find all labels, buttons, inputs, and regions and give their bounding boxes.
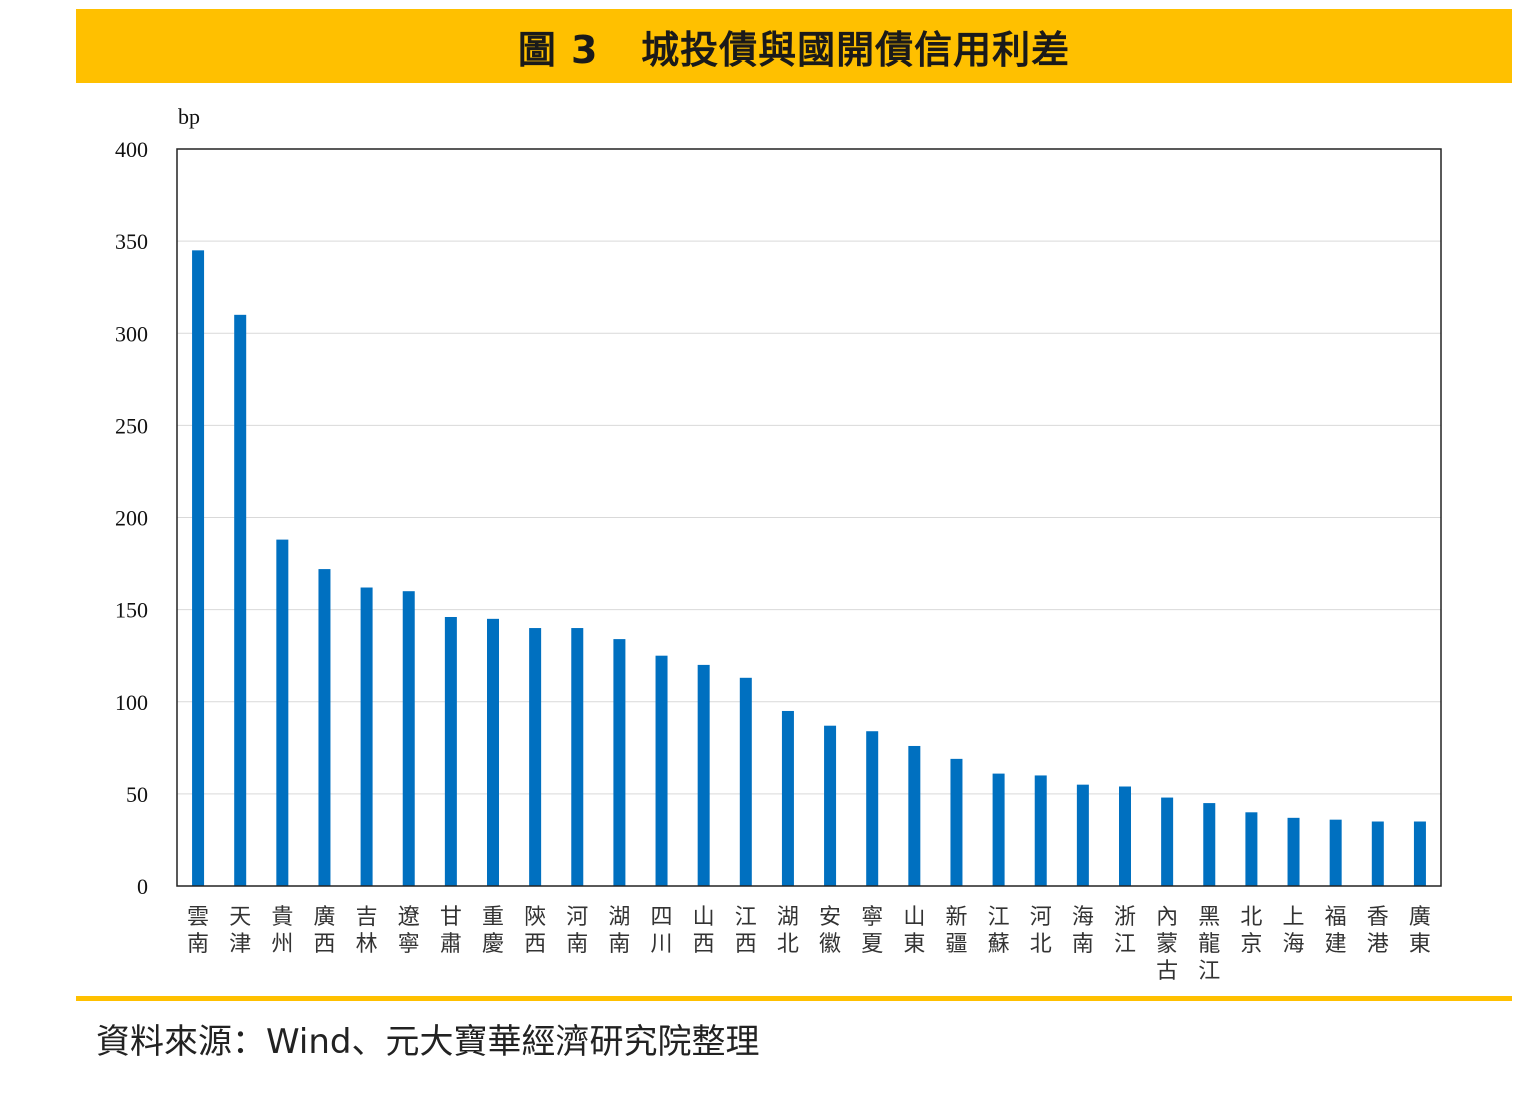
x-category-label: 廣東 bbox=[1409, 905, 1431, 957]
x-category-label: 上海 bbox=[1283, 905, 1305, 957]
bar bbox=[697, 664, 710, 886]
bar bbox=[781, 710, 794, 886]
x-category-label: 山東 bbox=[903, 905, 925, 957]
y-axis-label: bp bbox=[178, 104, 200, 129]
y-tick-label: 150 bbox=[115, 598, 148, 623]
x-category-label: 湖北 bbox=[777, 905, 799, 957]
x-category-label: 吉林 bbox=[356, 905, 378, 957]
source-note: 資料來源：Wind、元大寶華經濟研究院整理 bbox=[96, 1022, 760, 1062]
y-tick-label: 50 bbox=[126, 782, 148, 807]
y-tick-labels: 0 50 100 150 200 250 300 350 400 bbox=[115, 137, 148, 899]
x-category-label: 貴州 bbox=[271, 905, 293, 957]
x-category-label: 湖南 bbox=[608, 905, 630, 957]
x-category-label: 廣西 bbox=[313, 905, 335, 957]
bar bbox=[1161, 797, 1174, 886]
bar bbox=[950, 758, 963, 886]
x-category-label: 黑龍江 bbox=[1198, 905, 1220, 984]
bar bbox=[571, 628, 584, 886]
bar bbox=[487, 618, 499, 886]
x-category-label: 天津 bbox=[229, 905, 251, 957]
bar bbox=[529, 628, 542, 886]
x-category-label: 重慶 bbox=[482, 905, 504, 957]
bar bbox=[1034, 775, 1047, 886]
bar-chart: 0 50 100 150 200 250 300 350 400 雲南天津貴州廣西吉林遼寧甘肅重… bbox=[115, 104, 1442, 984]
bar bbox=[402, 591, 415, 886]
bar bbox=[739, 677, 752, 886]
gridlines bbox=[177, 240, 1441, 795]
bottom-rule bbox=[76, 996, 1512, 1001]
bar bbox=[360, 587, 373, 886]
bar bbox=[908, 745, 921, 886]
x-category-label: 內蒙古 bbox=[1156, 905, 1178, 984]
bar bbox=[1119, 786, 1131, 886]
y-tick-label: 400 bbox=[115, 137, 148, 162]
bar bbox=[613, 639, 626, 886]
bar bbox=[992, 773, 1005, 886]
chart-title: 圖 3 城投債與國開債信用利差 bbox=[517, 27, 1071, 72]
bar bbox=[1287, 817, 1300, 886]
x-category-label: 江西 bbox=[735, 905, 757, 957]
y-tick-label: 100 bbox=[115, 690, 148, 715]
x-category-label: 雲南 bbox=[187, 905, 209, 957]
bar bbox=[318, 569, 331, 886]
bar bbox=[1076, 784, 1089, 886]
x-category-label: 香港 bbox=[1367, 905, 1389, 957]
bar bbox=[192, 250, 205, 886]
plot-frame bbox=[176, 148, 1442, 887]
x-category-label: 北京 bbox=[1240, 905, 1262, 957]
y-tick-label: 250 bbox=[115, 413, 148, 438]
x-category-label: 陝西 bbox=[524, 905, 546, 957]
x-category-label: 海南 bbox=[1072, 905, 1094, 957]
y-tick-label: 350 bbox=[115, 229, 148, 254]
bar bbox=[1413, 821, 1426, 886]
x-category-label: 新疆 bbox=[945, 905, 967, 957]
x-category-label: 河北 bbox=[1030, 905, 1052, 957]
x-category-label: 遼寧 bbox=[398, 905, 420, 957]
y-tick-label: 200 bbox=[115, 506, 148, 531]
title-band: 圖 3 城投債與國開債信用利差 bbox=[76, 9, 1512, 83]
x-category-labels: 雲南天津貴州廣西吉林遼寧甘肅重慶陝西河南湖南四川山西江西湖北安徽寧夏山東新疆江蘇… bbox=[187, 905, 1431, 984]
x-category-label: 浙江 bbox=[1114, 905, 1136, 957]
x-category-label: 四川 bbox=[651, 905, 673, 957]
bar bbox=[1245, 812, 1258, 886]
x-category-label: 甘肅 bbox=[440, 905, 462, 957]
y-tick-label: 0 bbox=[137, 874, 148, 899]
x-category-label: 河南 bbox=[566, 905, 588, 957]
bars bbox=[192, 250, 1426, 886]
bar bbox=[234, 314, 247, 886]
bar bbox=[655, 655, 668, 886]
x-category-label: 江蘇 bbox=[988, 905, 1010, 957]
y-tick-label: 300 bbox=[115, 321, 148, 346]
bar bbox=[1371, 821, 1384, 886]
x-category-label: 安徽 bbox=[819, 905, 841, 957]
bar bbox=[1329, 819, 1342, 886]
bar bbox=[824, 725, 837, 886]
bar bbox=[276, 539, 289, 886]
bar bbox=[444, 616, 457, 886]
x-category-label: 山西 bbox=[693, 905, 715, 957]
bar bbox=[866, 731, 879, 886]
x-category-label: 福建 bbox=[1325, 905, 1347, 957]
x-category-label: 寧夏 bbox=[861, 905, 883, 957]
bar bbox=[1203, 803, 1216, 886]
